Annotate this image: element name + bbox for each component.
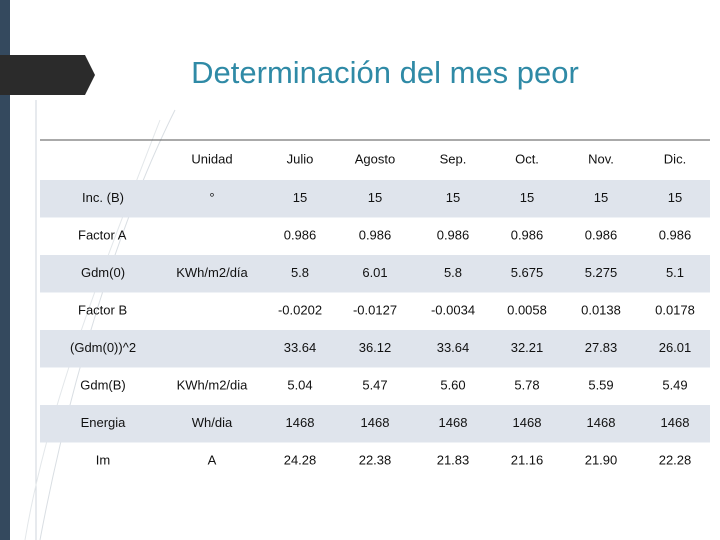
- value-cell: 26.01: [659, 340, 692, 355]
- column-header: Oct.: [515, 151, 539, 166]
- value-cell: 5.04: [287, 378, 312, 393]
- unit-cell: °: [209, 190, 214, 205]
- value-cell: 1468: [587, 415, 616, 430]
- title-arrow: [0, 55, 95, 95]
- column-header: Sep.: [440, 151, 467, 166]
- value-cell: 0.986: [511, 228, 544, 243]
- value-cell: 5.78: [514, 378, 539, 393]
- slide-title: Determinación del mes peor: [191, 55, 579, 90]
- value-cell: 0.986: [359, 228, 392, 243]
- row-band: [40, 330, 710, 368]
- value-cell: 36.12: [359, 340, 392, 355]
- value-cell: 15: [293, 190, 307, 205]
- row-label: Gdm(0): [81, 265, 125, 280]
- decor-line: [39, 109, 176, 540]
- value-cell: 22.38: [359, 453, 392, 468]
- value-cell: 5.1: [666, 265, 684, 280]
- value-cell: 24.28: [284, 453, 317, 468]
- row-label: Inc. (B): [82, 190, 124, 205]
- unit-cell: KWh/m2/dia: [177, 378, 249, 393]
- column-header: Unidad: [191, 151, 232, 166]
- row-label: Factor A: [78, 228, 127, 243]
- value-cell: 0.0058: [507, 303, 547, 318]
- row-label: Energia: [81, 415, 127, 430]
- value-cell: 22.28: [659, 453, 692, 468]
- value-cell: 15: [446, 190, 460, 205]
- side-bar: [0, 0, 10, 540]
- value-cell: 0.0138: [581, 303, 621, 318]
- value-cell: 5.675: [511, 265, 544, 280]
- value-cell: 5.59: [588, 378, 613, 393]
- value-cell: 1468: [661, 415, 690, 430]
- value-cell: 33.64: [437, 340, 470, 355]
- value-cell: 15: [368, 190, 382, 205]
- row-label: Im: [96, 453, 110, 468]
- value-cell: 15: [594, 190, 608, 205]
- row-label: Gdm(B): [80, 378, 126, 393]
- value-cell: 5.60: [440, 378, 465, 393]
- row-label: Factor B: [78, 303, 127, 318]
- column-header: Nov.: [588, 151, 614, 166]
- row-band: [40, 255, 710, 293]
- value-cell: 15: [668, 190, 682, 205]
- value-cell: 15: [520, 190, 534, 205]
- table: Unidad Julio Agosto Sep. Oct. Nov. Dic. Inc. (B…: [40, 139, 710, 468]
- column-header: Dic.: [664, 151, 686, 166]
- value-cell: 0.986: [585, 228, 618, 243]
- value-cell: 21.16: [511, 453, 544, 468]
- value-cell: 0.986: [437, 228, 470, 243]
- row-label: (Gdm(0))^2: [70, 340, 136, 355]
- value-cell: 0.0178: [655, 303, 695, 318]
- value-cell: -0.0034: [431, 303, 475, 318]
- column-header: Julio: [287, 151, 314, 166]
- value-cell: 6.01: [362, 265, 387, 280]
- unit-cell: KWh/m2/día: [176, 265, 248, 280]
- value-cell: 0.986: [284, 228, 317, 243]
- value-cell: 5.47: [362, 378, 387, 393]
- value-cell: 1468: [361, 415, 390, 430]
- value-cell: 33.64: [284, 340, 317, 355]
- value-cell: 5.8: [291, 265, 309, 280]
- row-band: [40, 405, 710, 443]
- value-cell: 21.90: [585, 453, 618, 468]
- column-header: Agosto: [355, 151, 395, 166]
- row-band: [40, 180, 710, 218]
- value-cell: 21.83: [437, 453, 470, 468]
- value-cell: 5.8: [444, 265, 462, 280]
- unit-cell: A: [208, 453, 217, 468]
- value-cell: 5.275: [585, 265, 618, 280]
- value-cell: 5.49: [662, 378, 687, 393]
- value-cell: 1468: [286, 415, 315, 430]
- value-cell: 1468: [513, 415, 542, 430]
- value-cell: 0.986: [659, 228, 692, 243]
- value-cell: 32.21: [511, 340, 544, 355]
- unit-cell: Wh/dia: [192, 415, 233, 430]
- value-cell: -0.0202: [278, 303, 322, 318]
- value-cell: -0.0127: [353, 303, 397, 318]
- value-cell: 1468: [439, 415, 468, 430]
- value-cell: 27.83: [585, 340, 618, 355]
